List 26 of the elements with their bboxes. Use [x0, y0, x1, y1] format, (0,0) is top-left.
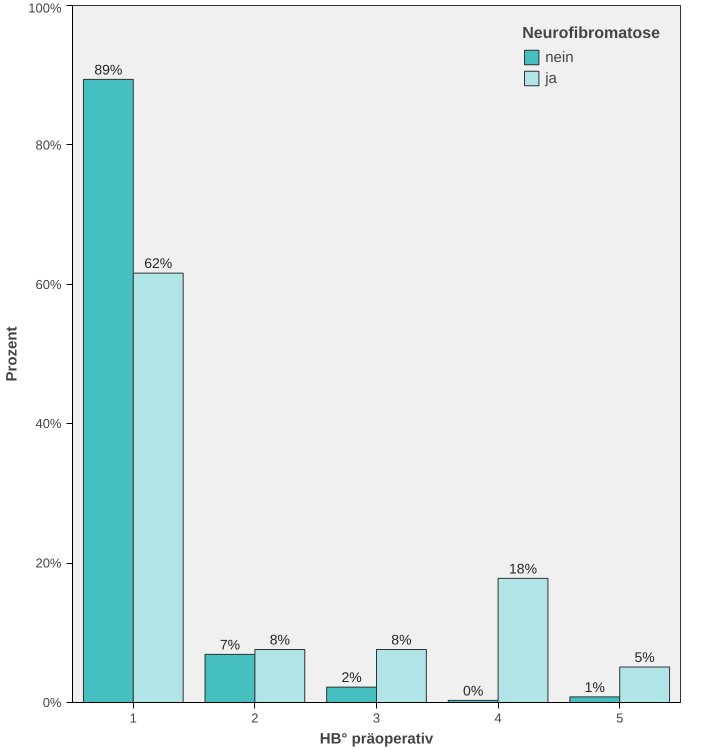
x-tick-label: 4: [494, 710, 502, 726]
x-tick-label: 2: [251, 710, 259, 726]
data-label: 5%: [634, 648, 655, 665]
y-tick-label: 20%: [35, 556, 62, 571]
data-label: 1%: [584, 678, 605, 695]
legend-label: nein: [545, 48, 574, 66]
legend-title: Neurofibromatose: [522, 25, 660, 43]
y-tick-label: 0%: [42, 695, 62, 710]
data-label: 2%: [341, 669, 362, 686]
legend-label: ja: [545, 70, 558, 86]
data-label: 8%: [391, 632, 412, 648]
data-label: 18%: [509, 560, 538, 576]
x-tick-label: 1: [130, 710, 137, 726]
y-tick-label: 80%: [35, 137, 62, 152]
data-label: 89%: [94, 61, 122, 78]
data-label: 7%: [220, 636, 240, 652]
data-label: 0%: [463, 682, 484, 698]
x-tick-label: 3: [372, 710, 380, 726]
y-tick-label: 100%: [28, 0, 62, 16]
y-tick-label: 60%: [35, 276, 62, 292]
data-label: 8%: [270, 632, 290, 648]
y-tick-label: 40%: [35, 416, 62, 432]
x-tick-label: 5: [616, 710, 624, 726]
x-axis-title: HB° präoperativ: [320, 730, 434, 748]
y-axis-title: Prozent: [3, 326, 20, 382]
data-label: 62%: [144, 255, 172, 272]
